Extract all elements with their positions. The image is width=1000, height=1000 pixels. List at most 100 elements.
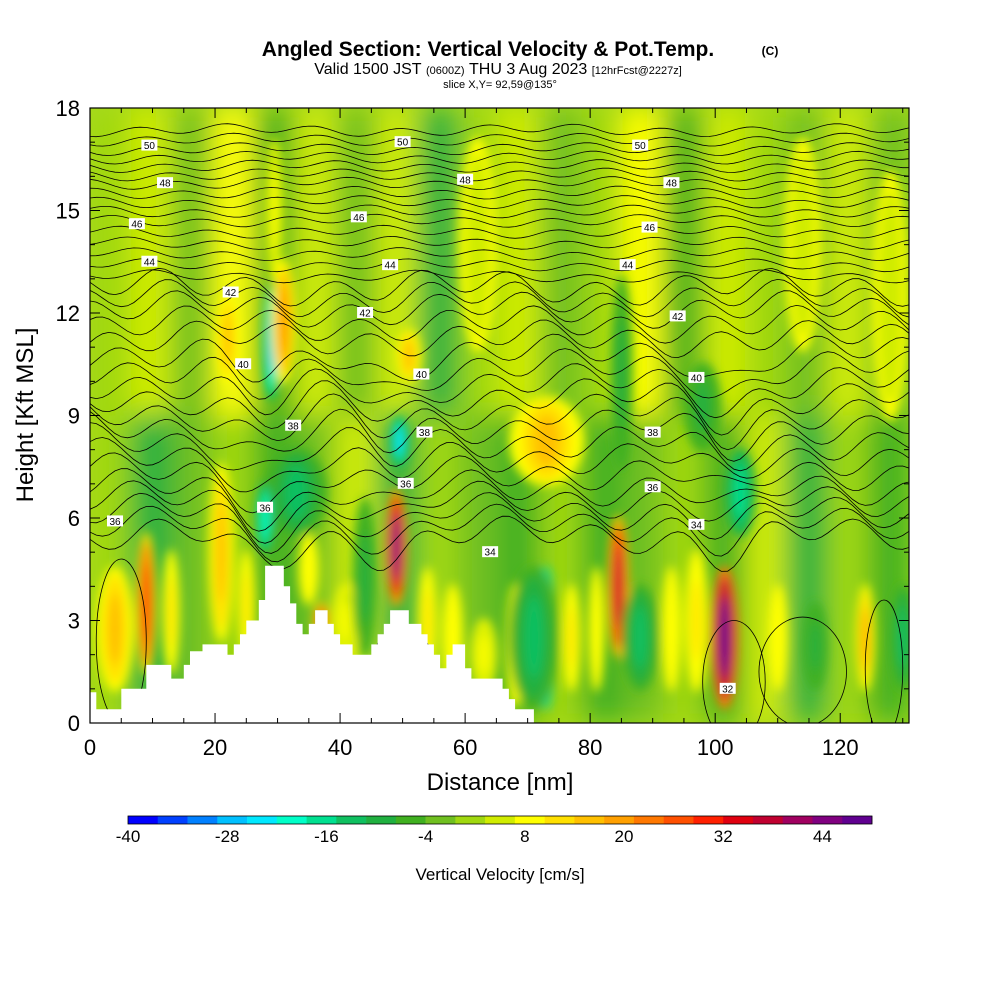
theta-contour-line bbox=[90, 269, 909, 284]
subtitle-utc: (0600Z) bbox=[426, 65, 465, 77]
colorbar-segment bbox=[723, 816, 754, 824]
contour-label-text: 42 bbox=[672, 312, 684, 323]
colorbar-tick-label: -4 bbox=[418, 827, 433, 846]
contour-label: 40 bbox=[235, 358, 252, 371]
contour-label-text: 50 bbox=[397, 138, 409, 149]
velocity-core bbox=[774, 606, 781, 669]
contour-label: 46 bbox=[350, 211, 367, 224]
velocity-core bbox=[692, 579, 701, 662]
contour-label-box bbox=[413, 368, 430, 380]
velocity-core bbox=[108, 593, 122, 665]
y-tick-label: 15 bbox=[56, 199, 80, 224]
contour-label-box bbox=[128, 218, 145, 230]
contour-label-box bbox=[350, 211, 367, 223]
x-tick-label: 0 bbox=[84, 735, 96, 760]
y-tick-label: 18 bbox=[56, 96, 80, 121]
terrain bbox=[90, 565, 534, 723]
theta-contour-line bbox=[90, 408, 909, 462]
contour-label-box bbox=[644, 426, 661, 438]
x-axis-label: Distance [nm] bbox=[427, 769, 574, 796]
colorbar-label: Vertical Velocity [cm/s] bbox=[415, 865, 584, 884]
theta-contour-line bbox=[90, 167, 909, 182]
velocity-core bbox=[734, 466, 746, 518]
velocity-core bbox=[668, 593, 675, 665]
contour-label-text: 48 bbox=[159, 179, 171, 190]
velocity-core bbox=[305, 548, 313, 590]
bg-band-upper bbox=[499, 108, 542, 416]
theta-contour-line bbox=[90, 150, 909, 165]
x-tick-label: 80 bbox=[578, 735, 602, 760]
contour-label: 42 bbox=[222, 286, 239, 299]
slice-label: slice X,Y= 92,59@135° bbox=[443, 79, 557, 91]
contour-label-box bbox=[644, 481, 661, 493]
colorbar-tick-label: 44 bbox=[813, 827, 832, 846]
contour-label: 50 bbox=[141, 139, 158, 152]
y-tick-label: 3 bbox=[68, 609, 80, 634]
theta-contour-line bbox=[90, 235, 909, 250]
theta-contour-line bbox=[90, 378, 909, 436]
contour-label-text: 32 bbox=[722, 684, 734, 695]
theta-contour-line bbox=[90, 515, 909, 572]
contour-label: 38 bbox=[644, 426, 661, 439]
contour-label: 36 bbox=[257, 501, 274, 514]
subtitle-prefix: Valid 1500 JST bbox=[314, 61, 422, 78]
theta-contour-line bbox=[90, 492, 909, 554]
contour-label-box bbox=[619, 259, 636, 271]
contour-label: 36 bbox=[644, 481, 661, 494]
contour-label-text: 46 bbox=[131, 220, 143, 231]
y-tick-label: 12 bbox=[56, 301, 80, 326]
contour-label-text: 36 bbox=[400, 479, 412, 490]
subtitle-fcst: [12hrFcst@2227z] bbox=[592, 65, 682, 77]
contour-label: 42 bbox=[357, 307, 374, 320]
contour-label-box bbox=[157, 177, 174, 189]
contour-label: 38 bbox=[285, 419, 302, 432]
contour-label: 46 bbox=[128, 218, 145, 231]
contour-label: 44 bbox=[382, 259, 399, 272]
theta-contour-line bbox=[90, 132, 909, 147]
contour-label: 48 bbox=[457, 173, 474, 186]
velocity-core bbox=[719, 596, 730, 679]
velocity-core bbox=[898, 606, 908, 669]
colorbar-tick-label: -28 bbox=[215, 827, 240, 846]
contour-label-text: 40 bbox=[416, 370, 428, 381]
contour-label-box bbox=[357, 307, 374, 318]
contour-label-text: 46 bbox=[644, 223, 656, 234]
theta-contour-line bbox=[90, 468, 909, 532]
x-tick-label: 40 bbox=[328, 735, 352, 760]
contour-label-box bbox=[688, 518, 705, 530]
y-tick-label: 9 bbox=[68, 404, 80, 429]
contour-label-box bbox=[397, 477, 414, 489]
velocity-core bbox=[810, 620, 820, 672]
contour-label-text: 48 bbox=[460, 175, 472, 186]
x-tick-label: 20 bbox=[203, 735, 227, 760]
theta-contour-line bbox=[90, 393, 909, 451]
colorbar-tick-label: 32 bbox=[714, 827, 733, 846]
theta-contour-line bbox=[90, 176, 909, 190]
contour-label-box bbox=[416, 426, 433, 438]
velocity-core bbox=[341, 600, 351, 641]
bg-band-upper bbox=[294, 108, 337, 416]
contour-label-box bbox=[222, 286, 239, 298]
colorbar: -40 -28 -16 -4 8 20 32 44 bbox=[116, 815, 873, 846]
y-tick-label: 6 bbox=[68, 506, 80, 531]
contour-label-text: 46 bbox=[353, 213, 365, 224]
theta-contour-line bbox=[90, 123, 909, 138]
contour-label-text: 38 bbox=[288, 421, 300, 432]
colorbar-segment bbox=[425, 816, 456, 824]
velocity-core bbox=[593, 593, 600, 665]
colorbar-segment bbox=[336, 816, 367, 824]
chart-title: Angled Section: Vertical Velocity & Pot.… bbox=[262, 38, 714, 61]
theta-contour-line bbox=[90, 333, 909, 383]
theta-contour-line bbox=[90, 278, 909, 318]
theta-contour-line bbox=[90, 503, 909, 563]
subtitle-date: THU 3 Aug 2023 bbox=[469, 61, 587, 78]
velocity-core bbox=[633, 606, 647, 669]
contour-label-box bbox=[663, 177, 680, 189]
colorbar-segment bbox=[128, 816, 159, 824]
contour-label-box bbox=[719, 682, 736, 694]
theta-contour-loop bbox=[95, 558, 147, 723]
contour-label-text: 36 bbox=[109, 517, 121, 528]
contour-label-text: 36 bbox=[259, 503, 271, 514]
contour-label-text: 42 bbox=[225, 288, 237, 299]
